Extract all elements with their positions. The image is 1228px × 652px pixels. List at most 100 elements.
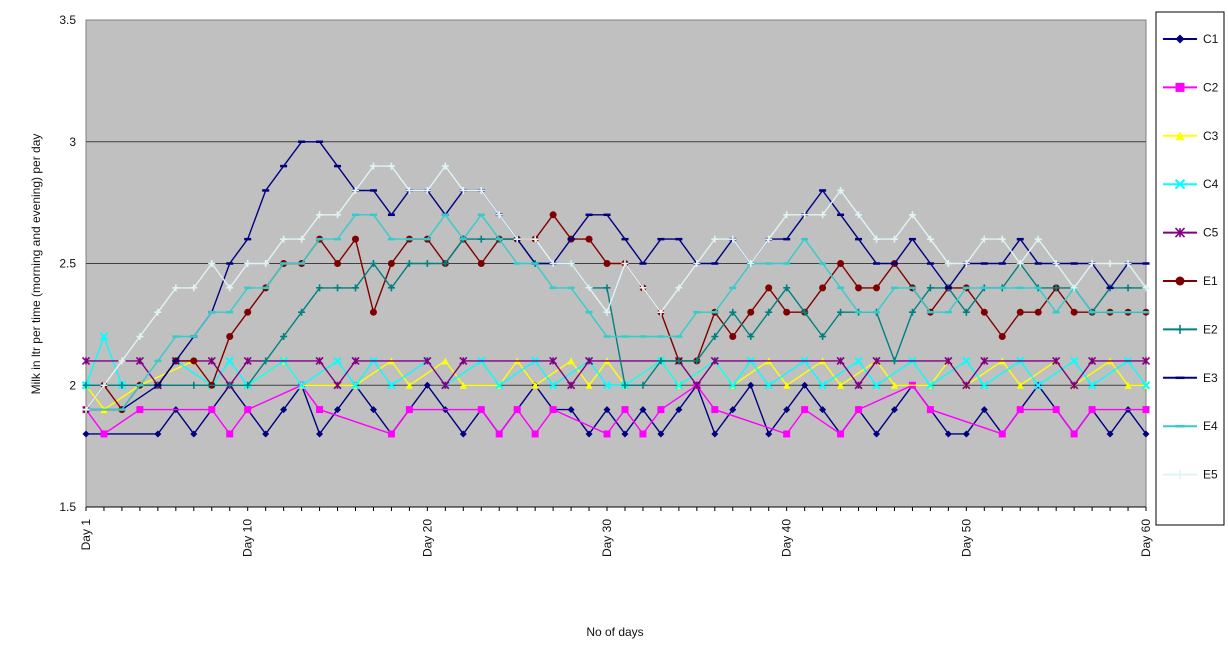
data-point	[531, 235, 539, 243]
data-point	[387, 162, 395, 170]
legend-item-c2: C2	[1163, 80, 1219, 94]
data-point	[477, 260, 485, 267]
data-point	[837, 381, 845, 389]
data-point	[207, 356, 216, 365]
data-point	[244, 406, 252, 414]
data-point	[244, 381, 252, 389]
data-point	[801, 406, 809, 414]
data-point	[226, 381, 234, 389]
data-point	[980, 406, 988, 414]
data-point	[1087, 381, 1097, 390]
legend-box	[1155, 11, 1225, 526]
data-point	[405, 406, 413, 414]
data-point	[657, 406, 665, 414]
data-point	[980, 381, 989, 390]
data-point	[334, 260, 342, 267]
data-point	[944, 430, 952, 438]
data-point	[837, 308, 845, 316]
data-point	[962, 356, 971, 366]
data-point	[584, 356, 594, 365]
data-point	[854, 381, 863, 390]
data-point	[980, 235, 988, 243]
data-point	[334, 211, 342, 219]
legend-item-c3: C3	[1163, 129, 1219, 143]
data-point	[1142, 406, 1150, 414]
data-point	[226, 284, 234, 292]
data-point	[908, 211, 916, 219]
y-axis-title: Milk in ltr per time (morning and evenin…	[29, 134, 43, 395]
axes: 1.5 2 2.5 3 3.5 Day 1 Day 10 Day 20 Day 30 Day 40…	[59, 13, 1153, 557]
data-point	[729, 308, 737, 316]
data-point	[657, 430, 665, 438]
data-point	[854, 356, 863, 366]
data-point	[297, 381, 306, 390]
data-point	[81, 356, 91, 365]
data-point	[603, 430, 611, 438]
data-point	[602, 381, 612, 390]
data-point	[711, 235, 719, 243]
series-c2	[82, 381, 1150, 438]
data-point	[747, 333, 755, 341]
series-lines	[81, 140, 1151, 438]
data-point	[316, 211, 324, 219]
data-point	[351, 356, 360, 365]
data-point	[567, 260, 575, 267]
data-point	[1141, 356, 1151, 365]
data-point	[1175, 131, 1185, 141]
data-point	[351, 235, 359, 243]
y-tick-label: 3	[69, 135, 76, 149]
data-point	[1124, 284, 1132, 292]
data-point	[711, 430, 719, 438]
data-point	[136, 333, 144, 341]
legend-item-e3: E3	[1163, 371, 1218, 385]
data-point	[100, 381, 108, 389]
data-point	[1069, 356, 1079, 366]
data-point	[819, 406, 827, 414]
data-point	[99, 332, 109, 341]
data-point	[333, 356, 342, 366]
data-point	[1174, 178, 1186, 190]
data-point	[262, 260, 270, 267]
data-point	[280, 406, 288, 414]
data-point	[1052, 284, 1060, 292]
legend-item-c5: C5	[1163, 226, 1219, 240]
data-point	[405, 381, 413, 389]
legend-label: E3	[1203, 371, 1218, 385]
data-point	[819, 333, 827, 341]
data-point	[369, 260, 377, 267]
data-point	[243, 356, 252, 365]
data-point	[1070, 284, 1078, 292]
legend: C1 C2 C3 C4 C5 E1 E2 E3 E4 E5	[1155, 11, 1225, 526]
data-point	[1124, 381, 1132, 389]
data-point	[1175, 276, 1185, 286]
data-point	[747, 381, 755, 389]
data-point	[801, 211, 809, 219]
data-point	[280, 333, 288, 341]
data-point	[1070, 381, 1079, 390]
data-point	[675, 284, 683, 292]
data-point	[190, 284, 198, 292]
x-tick-label: Day 10	[241, 519, 255, 557]
data-point	[1175, 470, 1185, 480]
data-point	[1034, 308, 1042, 316]
data-point	[225, 356, 234, 366]
data-point	[837, 260, 845, 267]
data-point	[441, 357, 449, 365]
data-point	[890, 381, 898, 389]
data-point	[1106, 430, 1114, 438]
data-point	[603, 284, 611, 292]
data-point	[836, 356, 845, 365]
data-point	[477, 186, 485, 194]
data-point	[855, 211, 863, 219]
data-point	[729, 406, 737, 414]
data-point	[1070, 430, 1078, 438]
data-point	[495, 430, 503, 438]
data-point	[316, 406, 324, 414]
data-point	[82, 430, 90, 438]
data-point	[657, 308, 665, 316]
data-point	[783, 381, 791, 389]
data-point	[765, 235, 773, 243]
data-point	[657, 357, 665, 365]
data-point	[1070, 308, 1078, 316]
data-point	[639, 284, 647, 292]
